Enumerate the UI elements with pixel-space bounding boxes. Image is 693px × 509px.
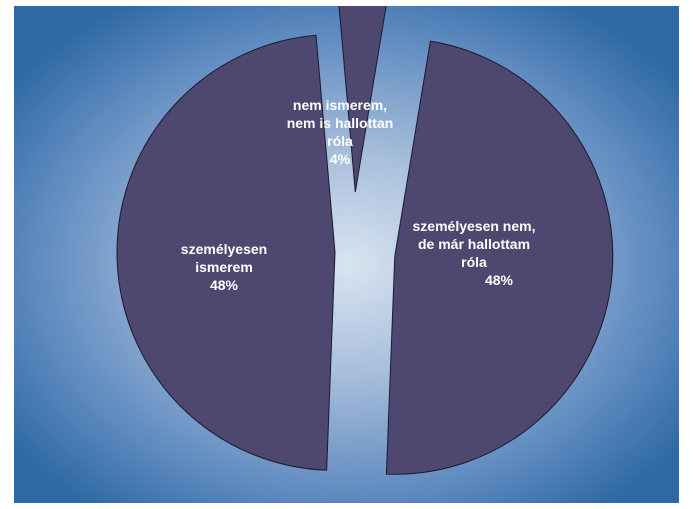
slice-label-2: személyesen nem, de már hallottam róla 48% <box>413 218 536 288</box>
slice-label-1: nem ismerem, nem is hallottan róla 4% <box>287 97 394 167</box>
slice-label-line: személyesen nem, <box>413 218 536 234</box>
slice-label-line: személyesen <box>181 241 267 257</box>
slice-label-line: róla <box>461 254 487 270</box>
slice-label-line: ismerem <box>195 259 253 275</box>
pie-slice-3 <box>116 34 336 471</box>
chart-frame: nem ismerem, nem is hallottan róla 4% személ… <box>14 6 679 503</box>
slice-label-line: róla <box>327 133 353 149</box>
pie-labels: nem ismerem, nem is hallottan róla 4% személ… <box>181 97 536 293</box>
slice-label-line: 48% <box>210 277 239 293</box>
pie-chart: nem ismerem, nem is hallottan róla 4% személ… <box>14 6 679 503</box>
pie-slices <box>116 6 614 475</box>
pie-slice-1 <box>338 6 387 193</box>
slice-label-line: nem ismerem, <box>293 97 387 113</box>
slice-label-3: személyesen ismerem 48% <box>181 241 267 293</box>
slice-label-line: 4% <box>330 151 351 167</box>
slice-label-line: nem is hallottan <box>287 115 394 131</box>
pie-slice-2 <box>385 40 614 475</box>
slice-label-line: de már hallottam <box>418 236 530 252</box>
slice-label-line: 48% <box>485 272 514 288</box>
